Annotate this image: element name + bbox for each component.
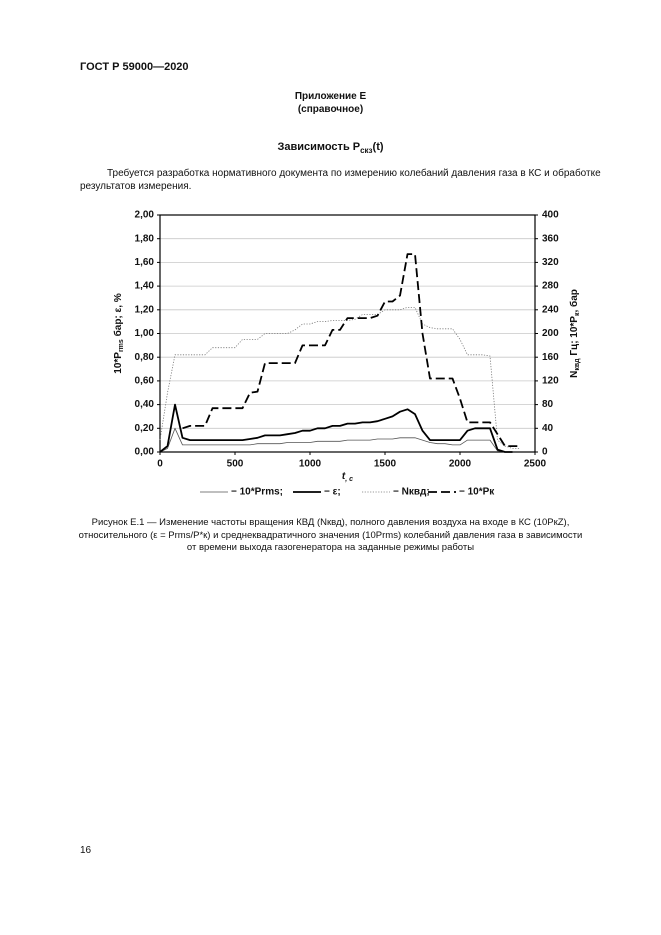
y2-axis-label: Nквд Гц; 10*Pк, бар: [568, 289, 582, 378]
y2-tick-label: 280: [542, 281, 559, 292]
text-part: (t): [372, 141, 384, 153]
paragraph-line: Требуется разработка нормативного докуме…: [107, 168, 601, 179]
y-tick-label: 0,80: [135, 352, 155, 363]
y2-tick-label: 400: [542, 210, 559, 221]
y-tick-label: 1,00: [135, 328, 155, 339]
x-tick-label: 1500: [374, 459, 397, 470]
y-axis-label: 10*Prms бар; ε, %: [112, 293, 126, 374]
text-part: Зависимость P: [277, 141, 361, 153]
y-tick-label: 1,80: [135, 233, 155, 244]
y-tick-label: 1,20: [135, 304, 155, 315]
x-tick-label: 2500: [524, 459, 547, 470]
y-tick-label: 1,40: [135, 281, 155, 292]
y-tick-label: 0,60: [135, 376, 155, 387]
y-tick-label: 0,40: [135, 399, 155, 410]
doc-header: ГОСТ Р 59000—2020: [80, 61, 189, 73]
text-part: N: [569, 371, 580, 378]
caption-line: Рисунок Е.1 — Изменение частоты вращения…: [91, 517, 570, 528]
caption-line: относительного (ε = Prms/P*к) и среднекв…: [78, 530, 583, 541]
subscript: к: [574, 312, 581, 316]
x-tick-label: 1000: [299, 459, 322, 470]
y-tick-label: 2,00: [135, 210, 155, 221]
subscript: , c: [344, 476, 353, 483]
text-part: t: [342, 471, 346, 482]
x-tick-label: 0: [157, 459, 163, 470]
series-line: [159, 427, 513, 453]
y2-tick-label: 200: [542, 328, 559, 339]
legend-label: − 10*Prms;: [231, 487, 283, 498]
x-axis-label: t, c: [342, 471, 353, 484]
y2-tick-label: 120: [542, 376, 559, 387]
text-part: 10*P: [113, 352, 124, 374]
y2-tick-label: 80: [542, 399, 554, 410]
subscript: rms: [118, 339, 125, 352]
y2-tick-label: 0: [542, 447, 548, 458]
x-tick-label: 500: [227, 459, 244, 470]
series-line: [159, 403, 513, 453]
caption-line: от времени выхода газогенератора на зада…: [186, 542, 475, 553]
page-number: 16: [80, 845, 92, 856]
appendix-status: (справочное): [297, 104, 364, 115]
legend-label: − Nквд;: [393, 487, 430, 498]
y2-tick-label: 360: [542, 233, 559, 244]
y2-tick-label: 240: [542, 304, 559, 315]
legend-label: − 10*Pк: [459, 487, 495, 498]
y-tick-label: 1,60: [135, 257, 155, 268]
section-heading: Зависимость Pскз(t): [0, 141, 661, 155]
y2-tick-label: 320: [542, 257, 559, 268]
paragraph-line: результатов измерения.: [80, 181, 192, 192]
series-line: [182, 253, 520, 447]
subscript: скз: [360, 146, 373, 156]
y-tick-label: 0,20: [135, 423, 155, 434]
y-tick-label: 0,00: [135, 447, 155, 458]
text-part: , бар: [568, 289, 580, 312]
appendix-title: Приложение Е: [294, 91, 367, 102]
legend-label: − ε;: [324, 487, 341, 498]
plot-frame: [159, 214, 536, 453]
text-part: Гц; 10*P: [569, 316, 580, 359]
subscript: квд: [574, 358, 581, 371]
x-tick-label: 2000: [449, 459, 472, 470]
y2-tick-label: 40: [542, 423, 554, 434]
y2-tick-label: 160: [542, 352, 559, 363]
text-part: бар; ε, %: [112, 293, 124, 339]
